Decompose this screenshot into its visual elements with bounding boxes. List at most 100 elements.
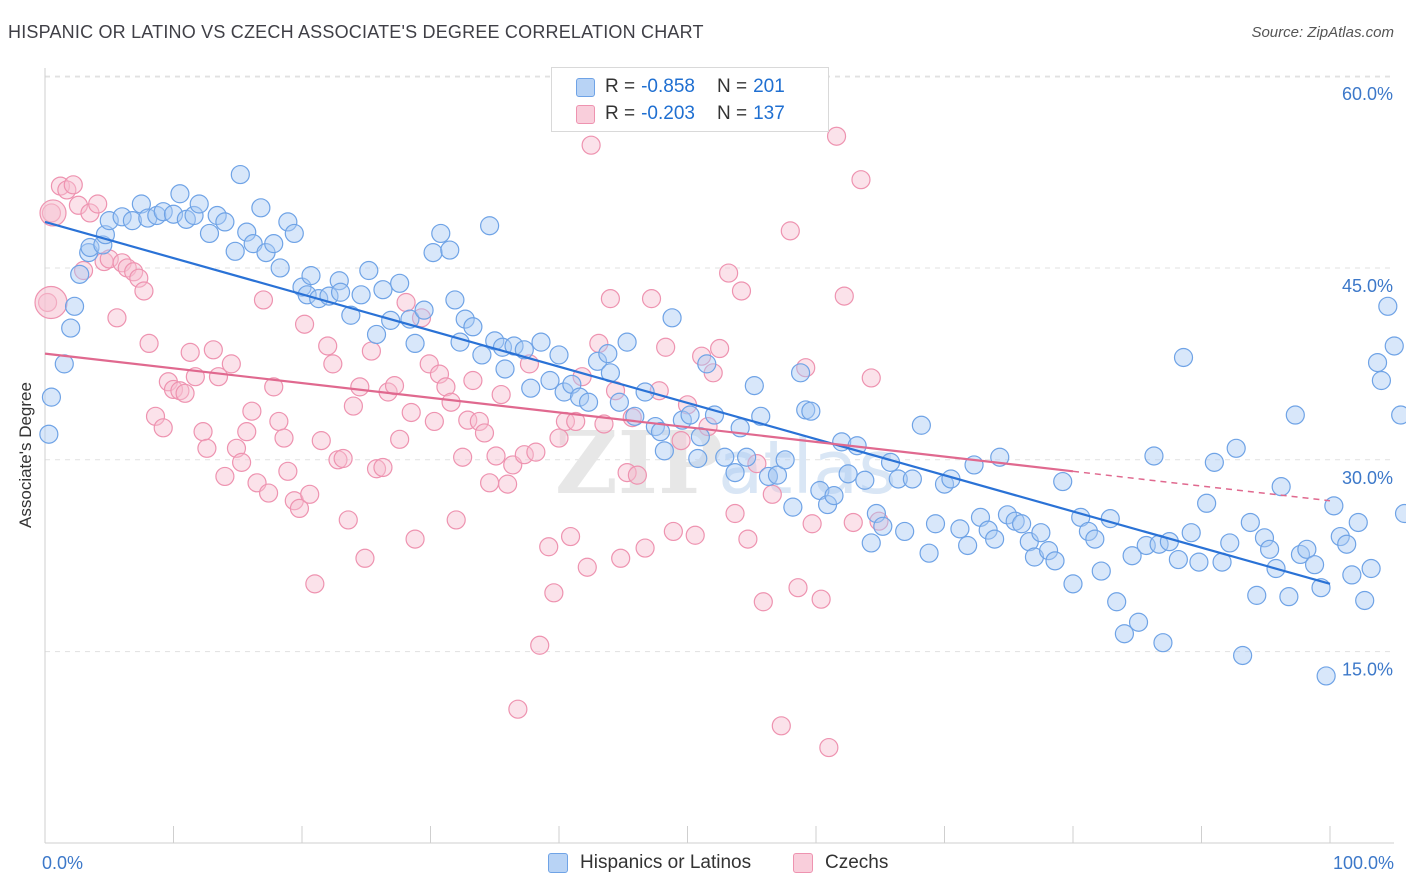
czechs-point	[73, 260, 94, 281]
czechs-point	[175, 383, 195, 403]
hispanics-point	[609, 392, 629, 412]
hispanics-point	[455, 309, 475, 329]
hispanics-point	[1053, 471, 1073, 492]
legend-row-czechs: R = -0.203 N = 137	[576, 103, 785, 125]
hispanics-point	[1159, 532, 1179, 552]
hispanics-point	[725, 462, 745, 483]
legend-n-label: N =	[716, 76, 748, 97]
czechs-point	[581, 135, 601, 155]
czechs-point	[401, 402, 421, 423]
czechs-point	[163, 379, 184, 400]
czechs-point	[861, 368, 881, 388]
hispanics-point	[861, 533, 881, 553]
hispanics-point	[1078, 521, 1099, 542]
hispanics-point	[1107, 592, 1127, 612]
czechs-point	[333, 448, 353, 469]
hispanics-points	[39, 164, 1406, 686]
hispanics-point	[237, 222, 257, 242]
legend-n-value: 201	[753, 76, 785, 97]
czechs-point	[719, 263, 739, 283]
hispanics-point	[495, 359, 515, 379]
hispanics-point	[225, 241, 245, 261]
legend-r-label: R =	[605, 103, 636, 124]
hispanics-point	[70, 264, 90, 284]
hispanics-point	[131, 194, 151, 214]
hispanics-point	[264, 234, 284, 254]
hispanics-point	[284, 223, 304, 244]
hispanics-point	[578, 392, 599, 412]
czechs-point	[269, 411, 289, 432]
legend-swatch-blue	[576, 77, 595, 97]
hispanics-point	[1348, 512, 1368, 533]
hispanics-point	[1122, 546, 1142, 566]
czechs-point	[566, 411, 586, 432]
x-tick-label-min: 0.0%	[42, 853, 84, 873]
hispanics-point	[1378, 296, 1398, 316]
legend-row-hispanics: R = -0.858 N = 201	[576, 76, 785, 98]
hispanics-point	[122, 211, 142, 231]
czechs-point	[274, 428, 294, 448]
czechs-point	[355, 548, 375, 568]
hispanics-point	[1024, 547, 1045, 567]
hispanics-point	[351, 285, 371, 305]
hispanics-point	[704, 405, 725, 425]
czechs-point	[491, 384, 511, 405]
hispanics-point	[1337, 534, 1357, 554]
czechs-point	[819, 737, 839, 758]
czechs-point	[826, 126, 847, 146]
hispanics-point	[1240, 512, 1260, 533]
hispanics-point	[1173, 347, 1194, 368]
hispanics-point	[540, 370, 560, 391]
czechs-point	[124, 262, 144, 282]
hispanics-point	[775, 450, 795, 470]
czechs-point	[343, 396, 363, 416]
legend-swatch-pink	[793, 853, 813, 873]
hispanics-point	[405, 333, 425, 354]
trend-layer	[44, 220, 1331, 585]
czechs-point	[63, 175, 83, 195]
czechs-point	[373, 457, 393, 478]
hispanics-point	[1189, 552, 1209, 572]
czechs-point	[611, 548, 631, 568]
hispanics-point	[373, 280, 393, 300]
hispanics-point	[1342, 565, 1362, 585]
hispanics-point	[1091, 561, 1111, 581]
czechs-point	[323, 354, 343, 374]
hispanics-point	[472, 345, 492, 365]
czechs-point	[771, 716, 791, 736]
czechs-point	[762, 484, 782, 504]
hispanics-point	[1247, 585, 1267, 605]
hispanics-point	[440, 240, 460, 260]
y-tick-label: 60.0%	[1342, 84, 1393, 104]
hispanics-point	[531, 332, 551, 352]
hispanics-point	[1031, 523, 1051, 543]
hispanics-point	[1285, 405, 1305, 425]
y-axis-label: Associate's Degree	[16, 382, 35, 528]
czechs-point	[170, 381, 190, 401]
czechs-point	[441, 392, 461, 412]
hispanics-point	[680, 405, 700, 425]
czechs-point	[802, 514, 822, 534]
chart-title: HISPANIC OR LATINO VS CZECH ASSOCIATE'S …	[8, 22, 704, 42]
hispanics-point	[697, 354, 717, 374]
axis-layer: 15.0% 30.0% 45.0% 60.0%	[44, 68, 1394, 844]
hispanics-point	[888, 469, 908, 489]
czechs-point	[753, 592, 773, 612]
czechs-point	[197, 438, 217, 458]
czechs-point	[685, 525, 705, 545]
hispanics-point	[1114, 624, 1135, 644]
hispanics-point	[1168, 549, 1188, 570]
czechs-trend-line	[44, 352, 1074, 473]
hispanics-point	[41, 387, 62, 407]
hispanics-point	[480, 216, 500, 236]
czechs-point	[738, 529, 758, 549]
czechs-point	[153, 418, 173, 438]
czechs-point	[305, 574, 325, 594]
y-tick-label: 45.0%	[1342, 276, 1393, 296]
hispanics-point	[790, 363, 811, 383]
czechs-point	[253, 290, 274, 310]
czechs-point	[145, 406, 166, 426]
hispanics-point	[587, 351, 608, 371]
czechs-point	[600, 289, 621, 309]
czechs-point	[480, 473, 500, 493]
